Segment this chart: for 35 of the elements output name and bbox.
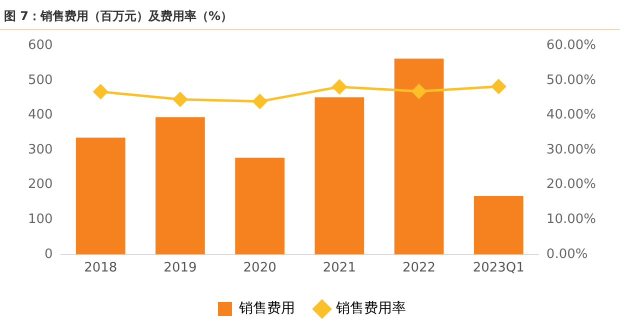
y-tick-label: 500 <box>28 72 53 88</box>
bar <box>235 158 284 254</box>
bar <box>156 117 205 254</box>
bar <box>474 196 524 254</box>
y2-tick-label: 60.00% <box>546 38 596 54</box>
legend-label: 销售费用 <box>238 300 295 317</box>
point <box>491 79 506 94</box>
x-tick-label: 2018 <box>84 260 118 276</box>
x-tick-label: 2021 <box>322 260 356 276</box>
y-tick-label: 100 <box>28 212 53 228</box>
y2-tick-label: 20.00% <box>546 177 596 192</box>
chart-title: 图 7：销售费用（百万元）及费用率（%） <box>0 0 620 30</box>
x-tick-label: 2022 <box>402 260 436 276</box>
y-tick-label: 300 <box>28 142 53 158</box>
y-tick-label: 200 <box>28 177 53 192</box>
legend-label: 销售费用率 <box>335 300 406 317</box>
x-tick-label: 2023Q1 <box>472 260 524 276</box>
point <box>412 84 426 99</box>
x-tick-label: 2019 <box>164 260 197 276</box>
bar <box>76 138 126 254</box>
x-tick-label: 2020 <box>243 260 276 276</box>
y2-tick-label: 50.00% <box>546 72 596 88</box>
y-tick-label: 0 <box>44 246 53 262</box>
y2-tick-label: 10.00% <box>546 212 596 228</box>
bar <box>394 58 444 254</box>
y2-tick-label: 40.00% <box>546 108 596 123</box>
y-tick-label: 600 <box>28 38 53 54</box>
y-tick-label: 400 <box>28 108 53 123</box>
bar <box>314 97 364 254</box>
y2-tick-label: 0.00% <box>546 246 588 262</box>
point <box>252 94 268 109</box>
point <box>172 92 188 107</box>
point <box>93 84 108 99</box>
y2-tick-label: 30.00% <box>546 142 596 158</box>
point <box>332 80 347 94</box>
